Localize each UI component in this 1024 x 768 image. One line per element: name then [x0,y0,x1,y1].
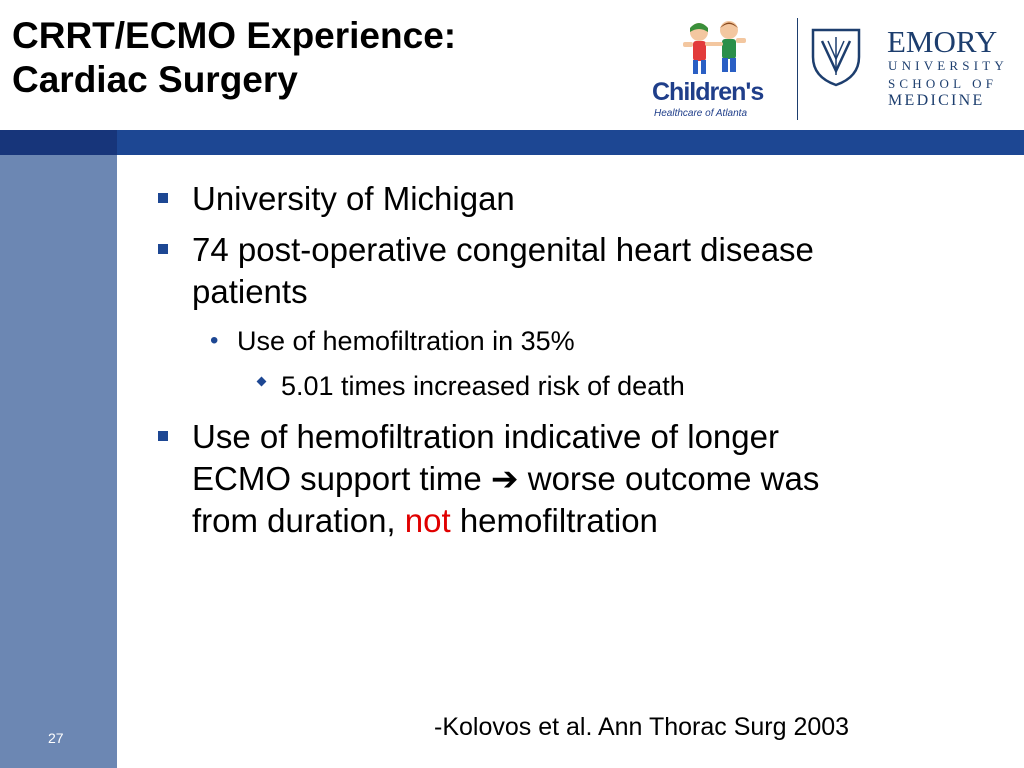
left-sidebar [0,155,117,768]
bullet-conclusion: Use of hemofiltration indicative of long… [158,416,982,542]
slide-title-line2: Cardiac Surgery [12,59,298,100]
emphasis-not: not [404,502,451,539]
subsubbullet-text: 5.01 times increased risk of death [281,371,685,401]
childrens-tagline: Healthcare of Atlanta [654,108,748,119]
diamond-bullet-icon [256,376,267,387]
square-bullet-icon [158,244,168,254]
conclusion-line1: Use of hemofiltration indicative of long… [192,418,779,455]
conclusion-line3-start: from duration, [192,502,396,539]
citation: -Kolovos et al. Ann Thorac Surg 2003 [434,713,850,741]
childrens-logo: Children's Healthcare of Atlanta [650,20,780,120]
childrens-wordmark: Children's [652,78,764,106]
header-band [0,130,1024,155]
bullet-university: University of Michigan [158,178,982,220]
emory-university-label: UNIVERSITY [888,58,1008,73]
subbullet-text: Use of hemofiltration in 35% [237,326,575,356]
emory-wordmark: EMORY [887,24,998,59]
square-bullet-icon [158,193,168,203]
emory-school-label: SCHOOL OF [888,76,998,91]
arrow-right-icon: ➔ [490,460,519,497]
subsubbullet-risk: 5.01 times increased risk of death [256,370,685,402]
bullet-text-line2: patients [192,273,308,310]
slide-title: CRRT/ECMO Experience: Cardiac Surgery [12,14,456,102]
conclusion-line3-end: hemofiltration [459,502,658,539]
emory-shield-icon [811,28,861,87]
slide-number: 27 [48,730,64,746]
emory-medicine-label: MEDICINE [888,92,985,109]
square-bullet-icon [158,431,168,441]
bullet-text-line1: 74 post-operative congenital heart disea… [192,231,814,268]
slide-title-line1: CRRT/ECMO Experience: [12,15,457,56]
dot-bullet-icon: • [210,327,219,354]
bullet-patients: 74 post-operative congenital heart disea… [158,229,982,313]
logo-divider [797,18,798,120]
bullet-text: University of Michigan [192,180,515,217]
conclusion-line2-end: worse outcome was [527,460,820,497]
subbullet-hemofiltration: • Use of hemofiltration in 35% [210,325,575,357]
conclusion-line2-start: ECMO support time [192,460,482,497]
header-band-corner [0,130,117,155]
children-figures-icon [683,21,746,74]
